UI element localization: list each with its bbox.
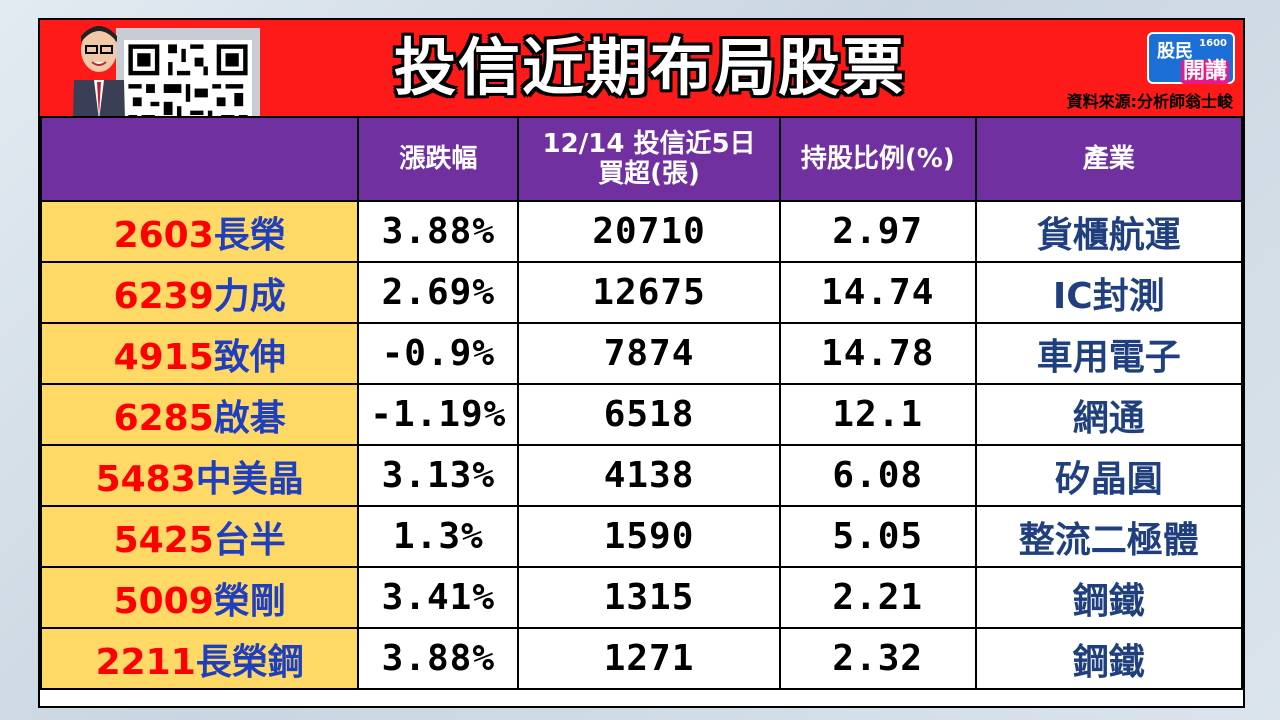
buy-cell: 12675	[517, 261, 781, 324]
industry-cell: 車用電子	[974, 322, 1244, 385]
ratio-cell: 12.1	[778, 383, 977, 446]
table-row: 2211長榮鋼 3.88% 1271 2.32 鋼鐵	[39, 627, 1244, 690]
stock-name-cell: 5009榮剛	[39, 566, 360, 629]
stock-name-cell: 6285啟碁	[39, 383, 360, 446]
industry-cell: 矽晶圓	[974, 444, 1244, 507]
stock-name: 中美晶	[195, 458, 304, 500]
stock-name-cell: 4915致伸	[39, 322, 360, 385]
change-cell: -0.9%	[357, 322, 520, 385]
buy-cell: 1271	[517, 627, 781, 690]
header-corner	[39, 116, 360, 202]
header-industry: 產業	[974, 116, 1244, 202]
header-buy: 12/14 投信近5日 買超(張)	[517, 116, 781, 202]
table-row: 5483中美晶 3.13% 4138 6.08 矽晶圓	[39, 444, 1244, 507]
change-cell: 3.41%	[357, 566, 520, 629]
ratio-cell: 5.05	[778, 505, 977, 568]
ratio-cell: 2.32	[778, 627, 977, 690]
buy-cell: 7874	[517, 322, 781, 385]
buy-cell: 4138	[517, 444, 781, 507]
header-change: 漲跌幅	[357, 116, 520, 202]
buy-cell: 1590	[517, 505, 781, 568]
stock-code: 2603	[113, 214, 214, 256]
table-row: 5425台半 1.3% 1590 5.05 整流二極體	[39, 505, 1244, 568]
stock-name-cell: 6239力成	[39, 261, 360, 324]
ratio-cell: 6.08	[778, 444, 977, 507]
logo-line2: 開講	[1181, 59, 1230, 84]
stock-name: 榮剛	[213, 580, 286, 622]
stock-name-cell: 5483中美晶	[39, 444, 360, 507]
industry-cell: 整流二極體	[974, 505, 1244, 568]
page-title: 投信近期布局股票	[393, 31, 906, 104]
change-cell: 3.88%	[357, 200, 520, 263]
stock-code: 5425	[113, 519, 214, 561]
stock-code: 6285	[113, 397, 214, 439]
change-cell: -1.19%	[357, 383, 520, 446]
header-buy-line1: 12/14 投信近5日	[542, 129, 756, 159]
stock-code: 5483	[95, 458, 196, 500]
industry-cell: 網通	[974, 383, 1244, 446]
stock-name: 長榮	[213, 214, 286, 256]
table-row: 6239力成 2.69% 12675 14.74 IC封測	[39, 261, 1244, 324]
stock-name-cell: 2211長榮鋼	[39, 627, 360, 690]
buy-cell: 20710	[517, 200, 781, 263]
stock-table: 漲跌幅 12/14 投信近5日 買超(張) 持股比例(%) 產業 2603長榮 3…	[39, 116, 1244, 690]
stock-name: 力成	[213, 275, 286, 317]
ratio-cell: 14.78	[778, 322, 977, 385]
logo-badge: 1600 股民 開講	[1147, 32, 1235, 84]
stock-code: 6239	[113, 275, 214, 317]
ratio-cell: 2.21	[778, 566, 977, 629]
change-cell: 3.13%	[357, 444, 520, 507]
stock-name-cell: 2603長榮	[39, 200, 360, 263]
buy-cell: 1315	[517, 566, 781, 629]
stock-name: 長榮鋼	[195, 641, 304, 683]
stock-name-cell: 5425台半	[39, 505, 360, 568]
show-logo: 1600 股民 開講	[1143, 26, 1235, 84]
table-row: 2603長榮 3.88% 20710 2.97 貨櫃航運	[39, 200, 1244, 263]
buy-cell: 6518	[517, 383, 781, 446]
stock-table-card: 投信近期布局股票 1600 股民 開講 資料來源:分析師翁士峻 漲跌幅 12/1…	[38, 18, 1245, 708]
table-row: 4915致伸 -0.9% 7874 14.78 車用電子	[39, 322, 1244, 385]
table-header-row: 漲跌幅 12/14 投信近5日 買超(張) 持股比例(%) 產業	[39, 116, 1244, 202]
change-cell: 2.69%	[357, 261, 520, 324]
change-cell: 1.3%	[357, 505, 520, 568]
table-row: 5009榮剛 3.41% 1315 2.21 鋼鐵	[39, 566, 1244, 629]
stock-name: 台半	[213, 519, 286, 561]
industry-cell: 鋼鐵	[974, 566, 1244, 629]
title-bar: 投信近期布局股票 1600 股民 開講 資料來源:分析師翁士峻	[40, 20, 1243, 188]
ratio-cell: 14.74	[778, 261, 977, 324]
industry-cell: 鋼鐵	[974, 627, 1244, 690]
change-cell: 3.88%	[357, 627, 520, 690]
data-source: 資料來源:分析師翁士峻	[1066, 92, 1233, 111]
ratio-cell: 2.97	[778, 200, 977, 263]
table-row: 6285啟碁 -1.19% 6518 12.1 網通	[39, 383, 1244, 446]
stock-code: 4915	[113, 336, 214, 378]
industry-cell: IC封測	[974, 261, 1244, 324]
logo-line1: 股民	[1157, 41, 1193, 62]
stock-code: 2211	[95, 641, 196, 683]
logo-number: 1600	[1199, 38, 1227, 49]
stock-name: 致伸	[213, 336, 286, 378]
table-body: 2603長榮 3.88% 20710 2.97 貨櫃航運 6239力成 2.69% 12675…	[39, 200, 1244, 690]
stock-code: 5009	[113, 580, 214, 622]
header-buy-line2: 買超(張)	[598, 159, 700, 189]
stock-name: 啟碁	[213, 397, 286, 439]
industry-cell: 貨櫃航運	[974, 200, 1244, 263]
header-ratio: 持股比例(%)	[778, 116, 977, 202]
